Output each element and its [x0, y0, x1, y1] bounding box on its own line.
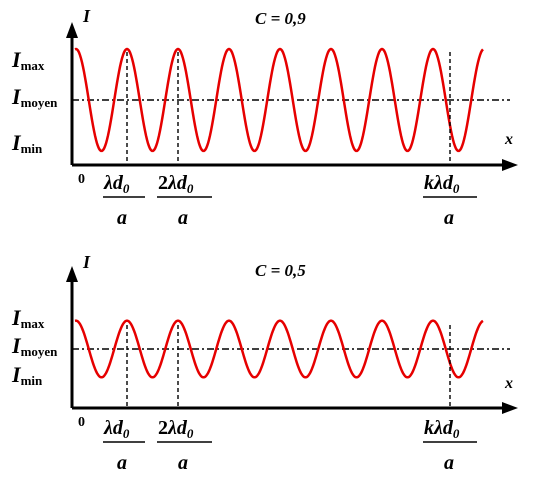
- panel-bottom-imax-label: Imax: [11, 305, 45, 331]
- panel-bottom-origin-label: 0: [78, 415, 85, 430]
- panel-bottom-title: C = 0,5: [255, 261, 306, 280]
- panel-bottom-imin-label: Imin: [11, 362, 43, 388]
- panel-bottom-curve: [74, 319, 484, 379]
- panel-bottom-imoyen-label: Imoyen: [11, 333, 58, 359]
- panel-bottom-ylabel: I: [82, 252, 91, 272]
- panel-top-tick-1-denominator: a: [117, 207, 127, 229]
- panel-top-origin-label: 0: [78, 172, 85, 187]
- panel-top-y-arrow: [66, 22, 78, 38]
- panel-top-tick-k-numerator: kλd0: [424, 172, 460, 196]
- panel-top-tick-2-denominator: a: [178, 207, 188, 229]
- panel-bottom-tick-2-numerator: 2λd0: [158, 417, 194, 441]
- panel-bottom-tick-2-denominator: a: [178, 452, 188, 474]
- panel-top-title: C = 0,9: [255, 9, 306, 28]
- panel-top: C = 0,9 I x 0 Imax Imoyen Imin λd0 a 2λd…: [11, 6, 518, 229]
- panel-top-imin-label: Imin: [11, 130, 43, 156]
- panel-top-x-arrow: [502, 159, 518, 171]
- panel-bottom-y-arrow: [66, 266, 78, 282]
- panel-top-curve: [74, 47, 484, 153]
- panel-top-imoyen-label: Imoyen: [11, 84, 58, 110]
- panel-top-tick-1-numerator: λd0: [103, 172, 130, 196]
- panel-top-tick-k-denominator: a: [444, 207, 454, 229]
- panel-bottom-tick-k-denominator: a: [444, 452, 454, 474]
- panel-bottom: C = 0,5 I x 0 Imax Imoyen Imin λd0 a 2λd…: [11, 252, 518, 474]
- panel-top-imax-label: Imax: [11, 47, 45, 73]
- panel-bottom-tick-1-numerator: λd0: [103, 417, 130, 441]
- panel-top-tick-2-numerator: 2λd0: [158, 172, 194, 196]
- panel-bottom-tick-k-numerator: kλd0: [424, 417, 460, 441]
- panel-top-ylabel: I: [82, 6, 91, 26]
- panel-top-xlabel: x: [504, 131, 513, 148]
- panel-bottom-x-arrow: [502, 402, 518, 414]
- panel-bottom-xlabel: x: [504, 375, 513, 392]
- panel-bottom-tick-1-denominator: a: [117, 452, 127, 474]
